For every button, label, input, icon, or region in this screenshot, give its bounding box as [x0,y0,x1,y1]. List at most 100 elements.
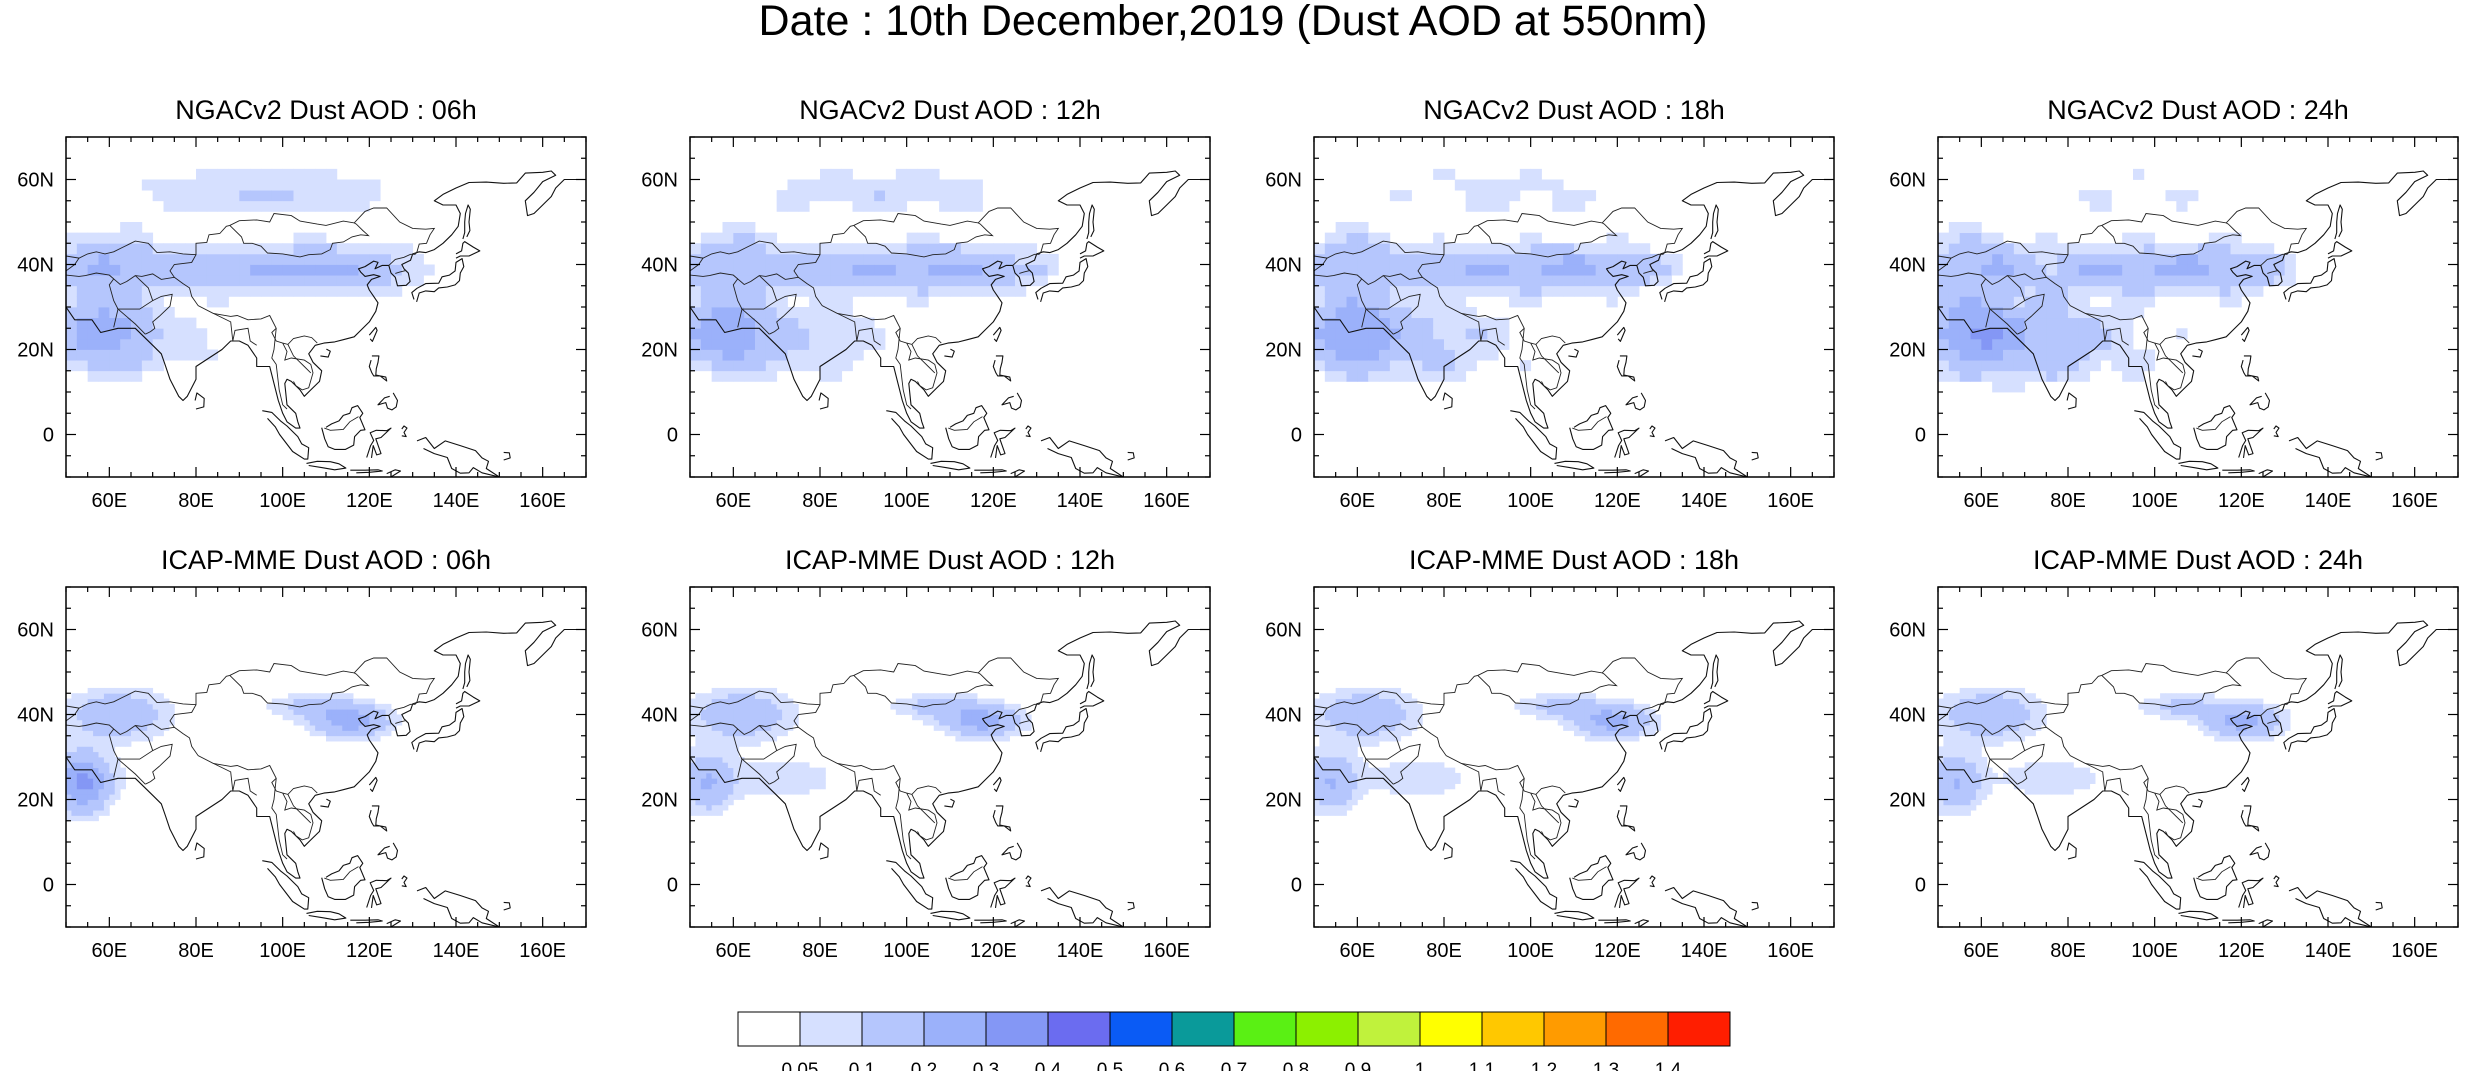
aod-cell [76,349,89,361]
aod-cell [852,285,864,297]
aod-cell [412,275,424,287]
aod-cell [93,757,99,763]
aod-cell [830,338,843,350]
aod-cell [744,275,756,287]
aod-cell [733,719,740,726]
aod-cell [1346,253,1358,265]
aod-cell [1997,730,2004,737]
aod-cell [369,730,376,737]
aod-cell [722,253,734,265]
aod-cell [2284,275,2296,287]
colorbar-box [1295,1011,1359,1047]
aod-cell [1411,714,1418,721]
aod-cell [1324,719,1331,726]
aod-cell [733,783,740,790]
aod-cell [863,275,875,287]
aod-cell [830,168,843,180]
aod-cell [2057,349,2069,361]
aod-cell [1411,772,1418,779]
aod-cell [331,693,338,699]
aod-cell [993,703,1000,710]
aod-cell [1346,735,1353,742]
aod-cell [2230,243,2242,255]
country-border [2085,312,2129,346]
aod-cell [2068,285,2080,297]
coastline [2238,427,2264,458]
aod-cell [1341,810,1347,816]
aod-cell [906,285,918,297]
aod-cell [755,232,767,244]
aod-cell [1004,714,1010,721]
aod-cell [711,370,723,382]
aod-cell [1346,714,1353,721]
aod-cell [109,746,116,753]
aod-cell [342,693,349,699]
aod-cell [1959,317,1971,329]
aod-cell [71,783,78,790]
coastline [1510,860,1558,910]
aod-cell [749,735,756,742]
aod-cell [798,275,810,287]
aod-cell [1563,719,1569,726]
aod-cell [1487,317,1499,329]
aod-cell [1611,714,1618,721]
aod-cell [206,296,219,308]
aod-cell [2013,687,2020,694]
aod-cell [852,179,864,191]
aod-cell [2024,772,2031,779]
aod-cell [293,285,305,297]
country-border [1938,722,1986,730]
aod-cell [950,709,956,715]
country-border [1314,657,1684,709]
aod-cell [2165,243,2177,255]
aod-cell [288,703,294,710]
aod-cell [2003,264,2015,276]
aod-cell [163,338,175,350]
aod-cell [2068,243,2080,255]
aod-cell [1004,709,1010,715]
aod-cell [66,741,72,747]
aod-cell [1357,735,1364,742]
aod-cell [1389,703,1396,710]
aod-cell [1981,772,1988,779]
aod-cell [2230,735,2237,742]
aod-cell [1025,725,1032,731]
country-border [1356,704,1445,778]
aod-cell [1970,788,1977,795]
aod-cell [1465,285,1477,297]
aod-cell [706,804,713,811]
aod-cell [82,719,89,726]
aod-cell [1601,709,1607,715]
aod-cell [374,703,381,710]
aod-cell [1628,703,1634,710]
aod-cell [1981,296,1993,308]
aod-cell [1379,693,1385,699]
coastline [2249,842,2271,861]
coastline [2222,919,2255,924]
y-tick-label: 0 [43,875,54,897]
aod-cell [717,794,723,800]
panel-title: NGACv2 Dust AOD : 12h [799,95,1101,125]
aod-cell [1970,804,1977,811]
aod-cell [2046,778,2053,784]
aod-cell [1454,360,1467,372]
aod-cell [1970,698,1977,705]
aod-cell [347,709,354,715]
aod-cell [2046,307,2058,319]
aod-cell [1611,709,1618,715]
aod-cell [1628,709,1634,715]
aod-cell [700,751,707,758]
aod-cell [771,788,778,795]
country-border [213,312,257,346]
coastline [930,460,971,471]
aod-cell [695,794,702,800]
aod-cell [158,693,164,699]
aod-cell [2057,296,2069,308]
coastline [321,855,366,900]
aod-cell [1959,799,1966,806]
coastline [377,842,399,861]
coastline [368,805,388,832]
aod-cell [1319,767,1326,774]
aod-cell [966,703,973,710]
aod-cell [1986,698,1993,705]
